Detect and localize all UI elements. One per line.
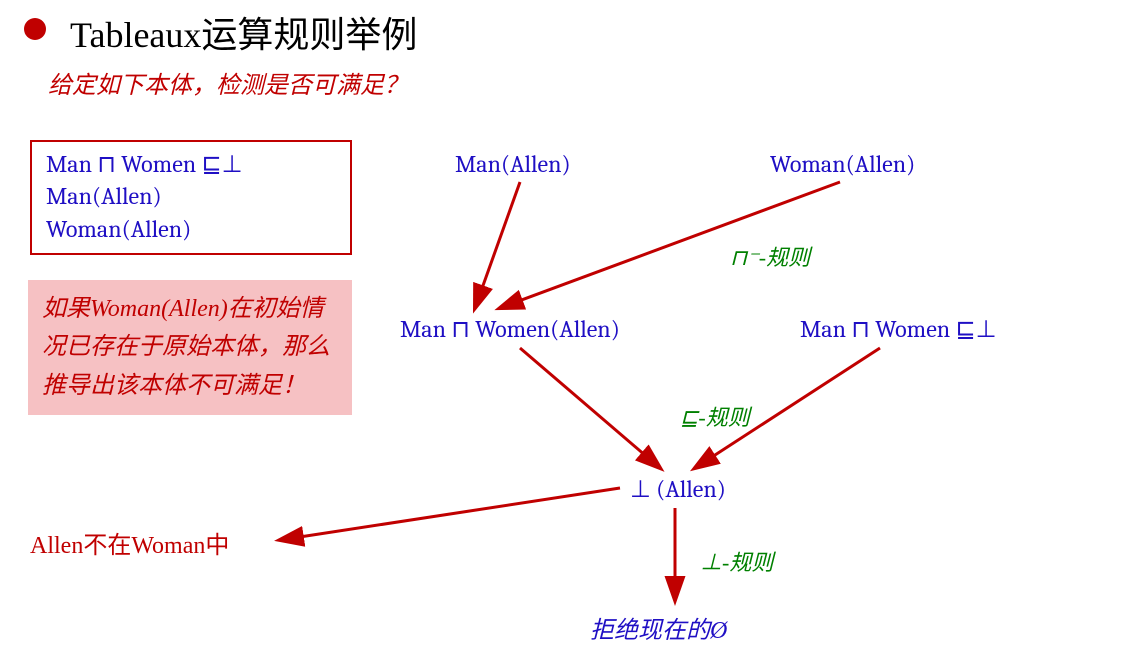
- rule-sub: ⊑-规则: [680, 400, 750, 432]
- conclusion-text: Allen不在Woman中: [30, 525, 229, 560]
- node-man-allen: Man(Allen): [455, 150, 571, 178]
- node-reject: 拒绝现在的Ø: [590, 610, 727, 645]
- note-box: 如果Woman(Allen)在初始情况已存在于原始本体，那么推导出该本体不可满足…: [28, 280, 352, 415]
- ontology-box: Man ⊓ Women ⊑⊥ Man(Allen) Woman(Allen): [30, 140, 352, 255]
- node-bot-allen: ⊥ (Allen): [630, 475, 726, 503]
- slide-title: Tableaux运算规则举例: [70, 6, 417, 58]
- slide-canvas: Tableaux运算规则举例 给定如下本体，检测是否可满足？ Man ⊓ Wom…: [0, 0, 1140, 654]
- node-conj-bot: Man ⊓ Women ⊑⊥: [800, 315, 996, 343]
- ontology-line-3: Woman(Allen): [46, 213, 336, 245]
- node-conj-allen: Man ⊓ Women(Allen): [400, 315, 620, 343]
- rule-sqcap: ⊓⁻-规则: [730, 240, 810, 272]
- ontology-line-1: Man ⊓ Women ⊑⊥: [46, 148, 336, 180]
- ontology-line-2: Man(Allen): [46, 180, 336, 212]
- arrow-conj-to-bot: [520, 348, 660, 468]
- bullet-icon: [24, 18, 46, 40]
- slide-subtitle: 给定如下本体，检测是否可满足？: [48, 65, 408, 100]
- rule-bot: ⊥-规则: [700, 545, 773, 577]
- arrow-man-to-conj: [475, 182, 520, 308]
- node-woman-allen: Woman(Allen): [770, 150, 915, 178]
- arrow-bot-to-concl: [280, 488, 620, 540]
